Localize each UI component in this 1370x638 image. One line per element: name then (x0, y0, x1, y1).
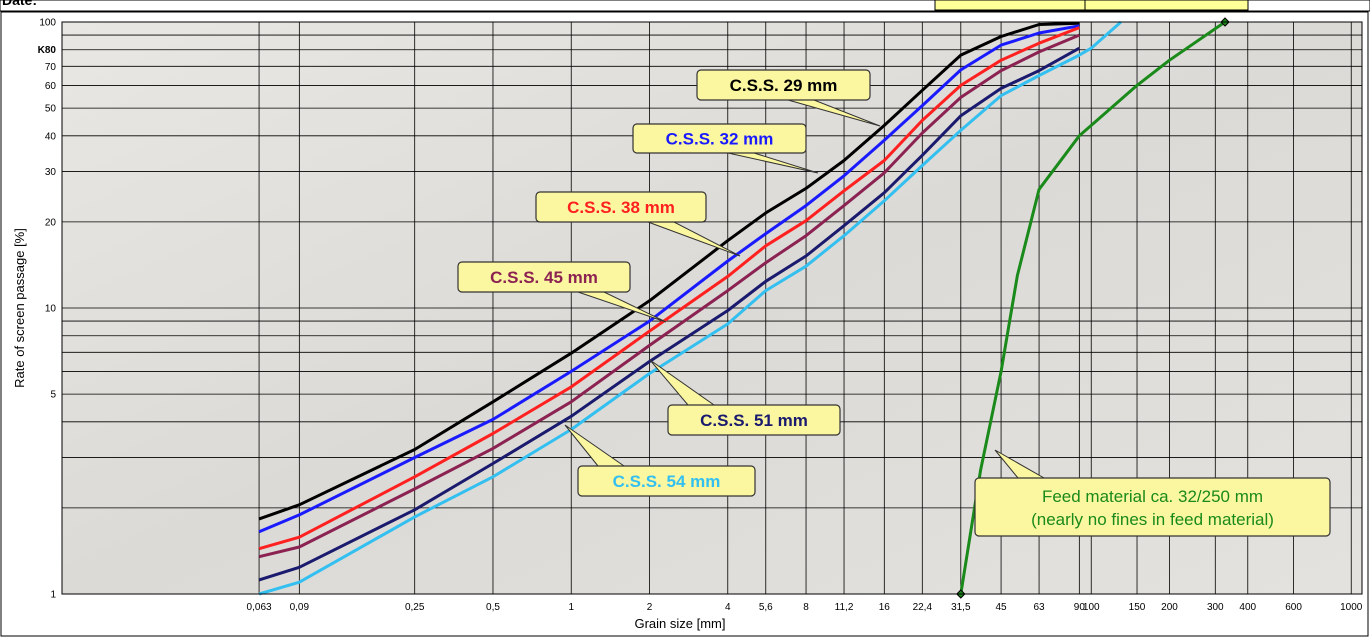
callout: C.S.S. 51 mm (649, 359, 841, 436)
date-label: Date: (2, 0, 37, 8)
y-tick-label: 70 (45, 62, 57, 73)
x-tick-label: 31,5 (951, 602, 971, 613)
x-axis-title: Grain size [mm] (634, 616, 725, 631)
y-tick-label: 100 (39, 18, 56, 29)
x-tick-label: 100 (1083, 602, 1100, 613)
series-line (959, 20, 1226, 595)
x-tick-label: 22,4 (913, 602, 933, 613)
y-tick-label: 50 (45, 104, 57, 115)
plot-border (61, 21, 1363, 595)
callout: C.S.S. 38 mm (535, 191, 741, 257)
x-tick-label: 16 (879, 602, 891, 613)
x-tick-label: 200 (1161, 602, 1178, 613)
y-tick-label: 10 (45, 304, 57, 315)
x-tick-label: 8 (803, 602, 809, 613)
callout-box (667, 404, 841, 436)
x-tick-label: 0,063 (247, 602, 272, 613)
axes: 1 5 10 20 30 40 50 60 70 K80 100 0,063 0,09 0,25 0,5 1 2… (38, 18, 1363, 614)
x-tick-label: 600 (1285, 602, 1302, 613)
x-tick-label: 1 (568, 602, 574, 613)
legend-entry: C.S.S. 29 mm (730, 76, 838, 95)
x-tick-label: 90 (1074, 602, 1086, 613)
legend-entry: C.S.S. 32 mm (666, 130, 774, 149)
y-axis-title: Rate of screen passage [%] (12, 228, 27, 388)
y-tick-label: 60 (45, 81, 57, 92)
callout: Feed material ca. 32/250 mm (nearly no fi… (974, 449, 1331, 537)
legend-entry: C.S.S. 45 mm (490, 268, 598, 287)
x-tick-label: 2 (647, 602, 653, 613)
x-tick-label: 11,2 (835, 602, 854, 613)
x-tick-label: 0,25 (405, 602, 425, 613)
x-tick-label: 4 (725, 602, 731, 613)
x-tick-label: 63 (1034, 602, 1046, 613)
series-line (258, 46, 1081, 582)
y-tick-label: 20 (45, 217, 57, 228)
legend-entry: C.S.S. 38 mm (567, 198, 675, 217)
header-box (934, 0, 1086, 11)
callout: C.S.S. 32 mm (632, 123, 819, 174)
callout-box (535, 191, 707, 223)
y-tick-label: K80 (38, 45, 57, 56)
legend-entry: C.S.S. 51 mm (700, 411, 808, 430)
series-line (258, 20, 1122, 596)
callout: C.S.S. 29 mm (696, 69, 881, 127)
header-strip (0, 0, 1370, 12)
x-tick-label: 400 (1239, 602, 1256, 613)
legend-entry: Feed material ca. 32/250 mm (1042, 487, 1263, 506)
x-tick-label: 5,6 (759, 602, 773, 613)
x-tick-label: 0,5 (486, 602, 500, 613)
callouts: C.S.S. 29 mm C.S.S. 32 mm C.S.S. 38 mm C.S.… (457, 69, 1331, 537)
series-line (258, 26, 1080, 551)
x-tick-label: 0,09 (290, 602, 310, 613)
callout-box (457, 261, 631, 293)
series-line (258, 21, 1080, 521)
callout-box (632, 123, 807, 154)
callout-box (696, 69, 871, 101)
x-tick-label: 300 (1207, 602, 1224, 613)
header-box (1084, 0, 1249, 11)
callout-box (577, 465, 756, 497)
callout: C.S.S. 54 mm (564, 424, 756, 497)
series-line (258, 24, 1080, 534)
x-tick-label: 1000 (1340, 602, 1363, 613)
legend-entry: C.S.S. 54 mm (613, 472, 721, 491)
y-tick-label: 5 (50, 390, 56, 401)
y-tick-label: 40 (45, 131, 57, 142)
callout: C.S.S. 45 mm (457, 261, 667, 323)
x-tick-label: 150 (1129, 602, 1146, 613)
lines (258, 17, 1230, 599)
y-tick-label: 30 (45, 167, 57, 178)
x-tick-label: 45 (996, 602, 1008, 613)
callout-box (974, 477, 1331, 537)
series-line (258, 33, 1080, 559)
y-tick-label: 1 (50, 590, 56, 601)
annotation: (nearly no fines in feed material) (1031, 510, 1274, 529)
